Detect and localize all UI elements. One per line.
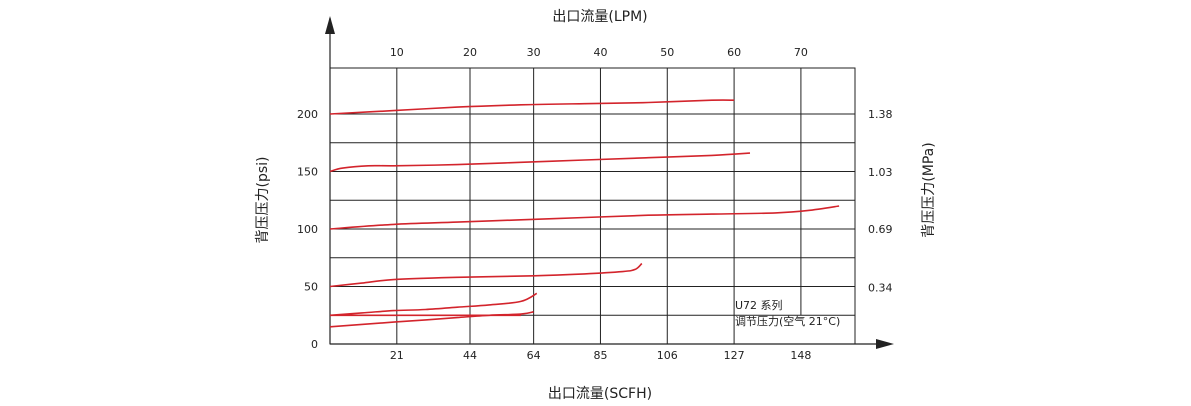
x-top-tick-label: 60: [727, 46, 741, 59]
grid: [330, 68, 855, 344]
x-bottom-tick-label: 64: [527, 349, 541, 362]
series-line: [329, 99, 735, 115]
series-line: [329, 311, 534, 328]
annotation-line-1: U72 系列: [735, 298, 783, 312]
x-bottom-ticks: 21 44 64 85 106 127 148: [390, 349, 812, 362]
x-axis-arrow: [876, 339, 894, 349]
x-bottom-tick-label: 127: [724, 349, 745, 362]
y-axis-arrow: [325, 16, 335, 34]
x-top-tick-label: 40: [593, 46, 607, 59]
series-layer: [329, 99, 840, 328]
x-bottom-tick-label: 106: [657, 349, 678, 362]
series-line: [329, 262, 643, 288]
series-line: [329, 152, 751, 173]
y-left-tick-label: 50: [304, 281, 318, 294]
series-line: [329, 292, 538, 317]
x-top-ticks: 10 20 30 40 50 60 70: [390, 46, 808, 59]
x-bottom-tick-label: 21: [390, 349, 404, 362]
x-top-tick-label: 50: [660, 46, 674, 59]
y-left-title: 背压压力(psi): [255, 157, 271, 244]
y-left-tick-label: 0: [311, 338, 318, 351]
y-right-tick-label: 0.69: [868, 223, 893, 236]
x-top-tick-label: 20: [463, 46, 477, 59]
annotation-line-2: 调节压力(空气 21°C): [735, 314, 840, 328]
x-top-tick-label: 10: [390, 46, 404, 59]
y-right-tick-label: 0.34: [868, 281, 893, 294]
y-right-ticks: 0.34 0.69 1.03 1.38: [868, 108, 893, 294]
x-bottom-title: 出口流量(SCFH): [548, 386, 652, 402]
y-left-tick-label: 150: [297, 166, 318, 179]
y-right-title: 背压压力(MPa): [921, 142, 937, 237]
series-line: [329, 205, 840, 230]
x-bottom-tick-label: 85: [593, 349, 607, 362]
y-right-tick-label: 1.03: [868, 166, 893, 179]
y-left-tick-label: 200: [297, 108, 318, 121]
x-top-title: 出口流量(LPM): [552, 9, 647, 25]
x-bottom-tick-label: 148: [790, 349, 811, 362]
x-top-tick-label: 30: [527, 46, 541, 59]
y-left-tick-label: 100: [297, 223, 318, 236]
x-top-tick-label: 70: [794, 46, 808, 59]
x-bottom-tick-label: 44: [463, 349, 477, 362]
y-left-ticks: 0 50 100 150 200: [297, 108, 318, 351]
y-right-tick-label: 1.38: [868, 108, 893, 121]
